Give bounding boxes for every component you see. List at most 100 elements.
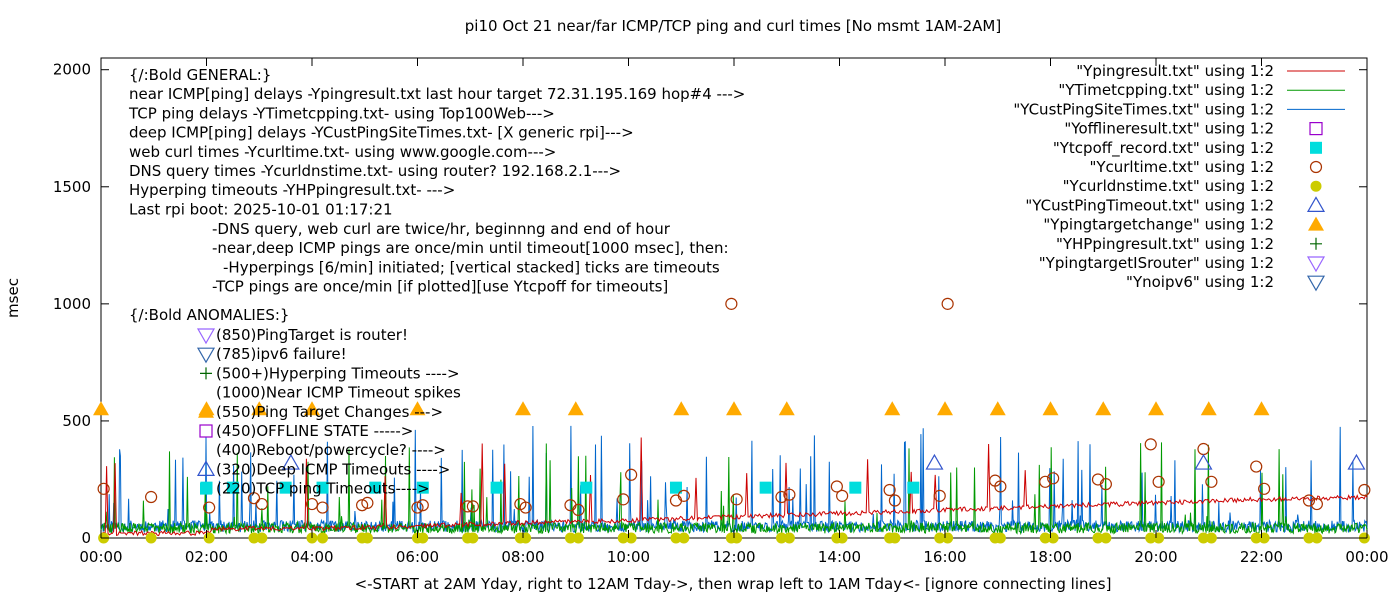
- data-point: [1153, 532, 1165, 544]
- x-tick-label: 12:00: [712, 548, 755, 566]
- data-point: [625, 532, 637, 544]
- data-point: [1099, 478, 1112, 491]
- data-point: [467, 532, 479, 544]
- anomaly-symbol: [196, 328, 216, 345]
- data-point: [255, 497, 268, 511]
- legend-label: "Ytcpoff_record.txt" using 1:2: [1053, 139, 1274, 158]
- data-point: [933, 489, 946, 502]
- y-tick-label: 0: [81, 529, 91, 547]
- data-point: [907, 481, 920, 494]
- data-point: [836, 489, 849, 502]
- data-point: [256, 532, 268, 544]
- data-point: [520, 532, 532, 544]
- data-point: [519, 501, 532, 514]
- data-point: [1091, 473, 1105, 486]
- data-point: [783, 488, 796, 501]
- legend-marker: [1310, 180, 1322, 192]
- data-point: [466, 500, 479, 513]
- series-line: [100, 442, 1368, 536]
- legend-label: "YCustPingTimeout.txt" using 1:2: [1025, 196, 1274, 214]
- legend-label: "Ynoipv6" using 1:2: [1126, 273, 1274, 291]
- data-point: [1148, 401, 1164, 416]
- legend-label: "Ycurltime.txt" using 1:2: [1089, 158, 1274, 176]
- y-tick-label: 2000: [53, 61, 91, 79]
- x-tick-label: 18:00: [1029, 548, 1072, 566]
- x-tick-label: 02:00: [185, 548, 228, 566]
- general-line: TCP ping delays -YTimetcpping.txt- using…: [128, 104, 555, 122]
- data-point: [145, 490, 158, 504]
- data-point: [617, 493, 630, 506]
- anomaly-symbol: [199, 424, 213, 438]
- x-tick-label: 14:00: [818, 548, 861, 566]
- data-point: [1311, 532, 1323, 544]
- anomalies-annotation: (850)PingTarget is router!(785)ipv6 fail…: [196, 326, 461, 498]
- series-0: [100, 437, 1368, 537]
- data-point: [625, 468, 638, 481]
- series-layer: [93, 297, 1371, 544]
- data-point: [417, 532, 429, 544]
- data-point: [251, 401, 268, 416]
- data-point: [564, 532, 576, 544]
- data-point: [361, 532, 373, 544]
- data-point: [145, 532, 157, 544]
- anomaly-line: (320)Deep ICMP Timeouts ---->: [216, 460, 450, 478]
- general-line: near ICMP[ping] delays -Ypingresult.txt …: [129, 85, 745, 103]
- legend-label: "YHPpingresult.txt" using 1:2: [1056, 235, 1274, 253]
- data-point: [316, 481, 329, 494]
- data-point: [247, 492, 261, 505]
- legend-label: "YTimetcpping.txt" using 1:2: [1058, 81, 1274, 99]
- x-tick-label: 16:00: [923, 548, 966, 566]
- data-point: [461, 500, 474, 513]
- legend-label: "YCustPingSiteTimes.txt" using 1:2: [1013, 100, 1274, 118]
- data-point: [1144, 438, 1157, 451]
- data-point: [937, 401, 953, 416]
- data-point: [305, 497, 319, 511]
- legend-label: "Ypingtargetchange" using 1:2: [1043, 216, 1274, 234]
- data-point: [1302, 494, 1316, 507]
- data-point: [409, 401, 426, 416]
- legend-marker: [1310, 237, 1322, 250]
- x-tick-label: 00:00: [79, 548, 122, 566]
- data-point: [830, 480, 843, 493]
- data-point: [883, 483, 896, 497]
- data-point: [726, 401, 742, 416]
- anomaly-line: (500+)Hyperping Timeouts ---->: [216, 364, 460, 382]
- data-point: [1200, 401, 1217, 416]
- general-line: Hyperping timeouts -YHPpingresult.txt- -…: [129, 181, 455, 199]
- data-point: [97, 482, 110, 495]
- data-point: [1042, 401, 1059, 416]
- data-point: [934, 532, 946, 544]
- data-point: [775, 532, 787, 544]
- anomaly-line: (550)Ping Target Changes --->: [216, 403, 443, 421]
- anomaly-line: (450)OFFLINE STATE ----->: [216, 422, 413, 440]
- note-line: -Hyperpings [6/min] initiated; [vertical…: [223, 258, 720, 276]
- legend-marker: [1306, 275, 1326, 292]
- data-point: [1100, 532, 1112, 544]
- x-tick-label: 22:00: [1240, 548, 1283, 566]
- series-6: [98, 532, 1370, 544]
- data-point: [1092, 532, 1104, 544]
- data-point: [567, 401, 584, 416]
- data-point: [1047, 472, 1060, 485]
- data-point: [369, 481, 382, 494]
- data-point: [416, 499, 429, 512]
- legend-label: "Ycurldnstime.txt" using 1:2: [1063, 177, 1274, 195]
- x-tick-label: 04:00: [290, 548, 333, 566]
- data-point: [725, 297, 738, 310]
- data-point: [304, 401, 320, 416]
- data-point: [1358, 483, 1371, 497]
- data-point: [1194, 453, 1213, 470]
- x-tick-label: 06:00: [396, 548, 439, 566]
- data-point: [669, 494, 683, 507]
- anomaly-line: (785)ipv6 failure!: [216, 345, 347, 363]
- data-point: [778, 401, 795, 416]
- data-point: [411, 501, 424, 514]
- data-point: [1205, 475, 1218, 488]
- data-point: [669, 481, 682, 494]
- series-5: [97, 297, 1371, 517]
- data-point: [248, 532, 260, 544]
- x-tick-label: 10:00: [607, 548, 650, 566]
- general-line: web curl times -Ycurltime.txt- using www…: [129, 143, 556, 161]
- legend-marker: [1308, 216, 1324, 231]
